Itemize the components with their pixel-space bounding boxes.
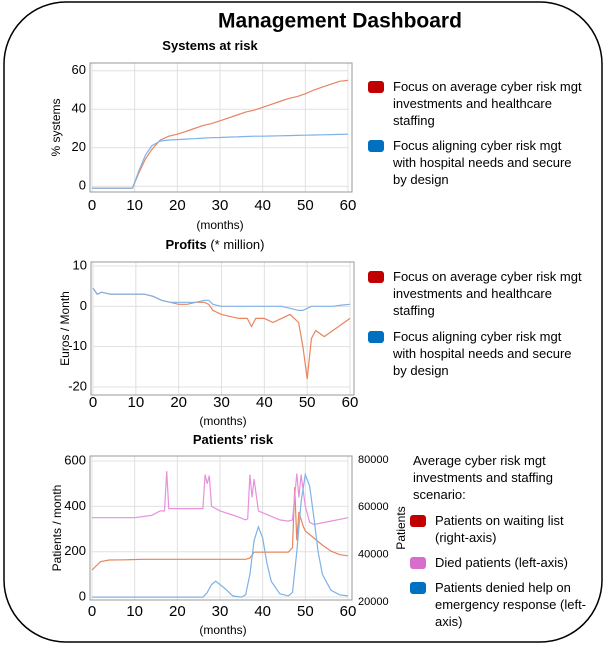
x-tick-label: 30	[212, 197, 229, 214]
legend-item: Focus aligning cyber risk mgt with hospi…	[368, 328, 583, 379]
y2-tick-label: 40000	[358, 549, 389, 561]
y-tick-label: 60	[72, 62, 86, 77]
x-tick-label: 0	[88, 197, 96, 214]
legend-swatch	[410, 557, 426, 569]
chart: Systems at risk 0 10 20 30 40 50 60 0 20 40 60 % sys…	[49, 38, 356, 232]
legend-label: Patients denied help on emergency respon…	[435, 580, 587, 629]
legend-swatch	[368, 331, 384, 343]
x-tick-label: 60	[340, 603, 357, 620]
y-tick-label: 20	[72, 139, 86, 154]
x-tick-label: 40	[254, 197, 271, 214]
legend-swatch	[368, 81, 384, 93]
dashboard-frame	[3, 1, 603, 643]
y-tick-label: 0	[80, 298, 87, 313]
series-line	[92, 472, 349, 598]
dashboard-title: Management Dashboard	[218, 10, 462, 33]
x-tick-label: 40	[254, 603, 271, 620]
series-line	[91, 487, 349, 571]
legend-item: Focus on average cyber risk mgt investme…	[368, 78, 583, 129]
plot-frame	[90, 261, 355, 396]
x-tick-label: 60	[342, 394, 359, 411]
chart-title-text: Systems at risk	[162, 38, 258, 53]
legend-item: Patients denied help on emergency respon…	[410, 579, 590, 630]
x-tick-label: 0	[88, 603, 96, 620]
x-tick-label: 0	[89, 394, 97, 411]
chart-title-text: Patients’ risk	[193, 432, 274, 447]
legend-label: Focus aligning cyber risk mgt with hospi…	[393, 138, 572, 187]
y-tick-label: -20	[68, 378, 87, 393]
y-tick-label: 40	[72, 101, 86, 116]
x-tick-label: 20	[169, 197, 186, 214]
x-tick-label: 30	[212, 603, 229, 620]
legend-swatch	[410, 515, 426, 527]
chart-title: Systems at risk	[162, 38, 258, 53]
legend-swatch	[368, 271, 384, 283]
x-tick-label: 20	[170, 394, 187, 411]
y-tick-label: 0	[79, 588, 86, 603]
chart-title: Patients’ risk	[193, 432, 274, 447]
x-tick-label: 50	[297, 197, 314, 214]
x-tick-label: 50	[297, 603, 314, 620]
y-axis-label: % systems	[49, 98, 63, 156]
x-tick-label: 10	[126, 603, 143, 620]
y2-tick-label: 60000	[358, 501, 389, 513]
legend-label: Focus aligning cyber risk mgt with hospi…	[393, 329, 572, 378]
chart-title: Profits (* million)	[166, 237, 265, 252]
y-tick-label: 200	[64, 543, 86, 558]
plot-frame	[89, 62, 353, 193]
legend-label: Focus on average cyber risk mgt investme…	[393, 79, 582, 128]
y-tick-label: 600	[64, 452, 86, 467]
x-tick-label: 20	[169, 603, 186, 620]
x-axis-label: (months)	[196, 218, 243, 232]
y-tick-label: 10	[73, 257, 87, 272]
legend-label: Focus on average cyber risk mgt investme…	[393, 269, 582, 318]
legend-title: Average cyber risk mgt investments and s…	[413, 453, 553, 502]
y-axis-label: Euros / Month	[58, 291, 72, 366]
x-tick-label: 10	[126, 197, 143, 214]
y-tick-label: -10	[68, 338, 87, 353]
series-line	[92, 287, 351, 311]
x-axis-label: (months)	[199, 623, 246, 637]
y-tick-label: 400	[64, 498, 86, 513]
legend-item: Focus on average cyber risk mgt investme…	[368, 268, 583, 319]
legend-label: Patients on waiting list (right-axis)	[435, 513, 564, 545]
y-tick-label: 0	[79, 178, 86, 193]
x-tick-label: 30	[213, 394, 230, 411]
x-tick-label: 50	[299, 394, 316, 411]
legend-swatch	[368, 140, 384, 152]
x-tick-label: 60	[340, 197, 357, 214]
plot-frame	[89, 455, 353, 601]
series-line	[92, 133, 349, 189]
y2-axis-label: Patients	[394, 506, 408, 549]
legend-label: Died patients (left-axis)	[435, 555, 568, 570]
legend-item: Focus aligning cyber risk mgt with hospi…	[368, 137, 583, 188]
chart: Profits (* million) 0 10 20 30 40 50 60 10 0 -10 -2…	[58, 237, 358, 428]
series-line	[92, 471, 349, 526]
legend-item: Patients on waiting list (right-axis)	[410, 512, 590, 546]
legend-swatch	[410, 582, 426, 594]
y2-tick-label: 20000	[358, 596, 389, 608]
chart-title-text: Profits	[166, 237, 207, 252]
x-tick-label: 40	[256, 394, 273, 411]
x-tick-label: 10	[127, 394, 144, 411]
y-axis-label: Patients / month	[50, 485, 64, 572]
legend-item: Died patients (left-axis)	[410, 554, 590, 571]
x-axis-label: (months)	[199, 414, 246, 428]
y2-tick-label: 80000	[358, 454, 389, 466]
chart-subtitle: (* million)	[210, 237, 264, 252]
